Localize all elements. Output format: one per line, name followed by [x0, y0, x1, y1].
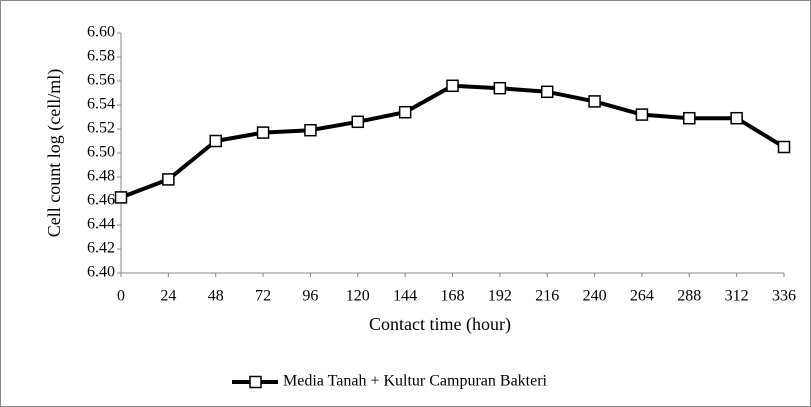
point-marker [730, 111, 743, 125]
point-marker [351, 115, 365, 129]
x-tick-label: 336 [772, 288, 796, 305]
point-marker [256, 126, 270, 139]
x-tick-label: 120 [346, 288, 370, 305]
y-tick-label: 6.50 [87, 144, 115, 161]
y-axis-label: Cell count log (cell/ml) [44, 69, 65, 237]
point-marker [446, 79, 459, 93]
legend-marker [249, 375, 262, 389]
y-tick-label: 6.60 [87, 24, 115, 41]
x-tick-label: 72 [255, 288, 271, 305]
y-tick-label: 6.40 [87, 264, 115, 281]
x-tick-label: 96 [302, 288, 318, 305]
x-tick-label: 216 [535, 288, 559, 305]
point-marker [588, 95, 601, 108]
x-tick-label: 192 [488, 288, 512, 305]
y-tick-label: 6.46 [87, 192, 115, 209]
y-tick-label: 6.56 [87, 72, 115, 89]
x-axis-label: Contact time (hour) [369, 314, 511, 335]
point-marker [493, 81, 507, 95]
y-tick-label: 6.54 [87, 96, 115, 113]
x-tick-label: 48 [208, 288, 224, 305]
y-tick-label: 6.52 [87, 120, 115, 137]
point-marker [162, 173, 175, 186]
x-tick-label: 240 [583, 288, 607, 305]
x-tick-label: 264 [630, 288, 654, 305]
x-tick-label: 168 [441, 288, 465, 305]
point-marker [114, 191, 128, 204]
x-tick-label: 312 [725, 288, 749, 305]
x-tick-label: 288 [677, 288, 701, 305]
point-marker [540, 85, 554, 99]
point-marker [304, 123, 317, 137]
y-tick-label: 6.44 [87, 216, 115, 233]
point-marker [635, 108, 649, 121]
y-tick-label: 6.58 [87, 48, 115, 65]
y-tick-label: 6.42 [87, 240, 115, 257]
point-marker [683, 111, 696, 125]
y-tick-label: 6.48 [87, 168, 115, 185]
point-marker [398, 105, 412, 119]
point-marker [777, 140, 791, 154]
point-marker [209, 134, 222, 148]
x-tick-label: 0 [117, 288, 125, 305]
legend-label: Media Tanah + Kultur Campuran Bakteri [283, 373, 548, 390]
x-tick-label: 24 [160, 288, 176, 305]
x-tick-label: 144 [393, 288, 417, 305]
